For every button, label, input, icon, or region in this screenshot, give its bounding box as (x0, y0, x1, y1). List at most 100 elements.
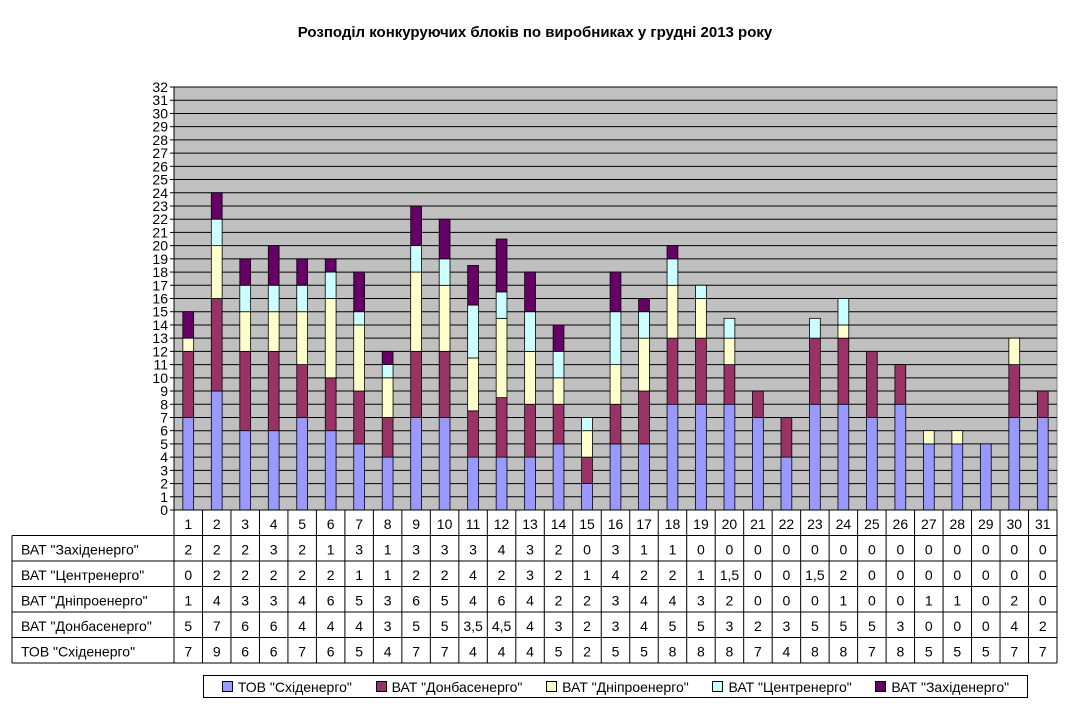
bar-segment (524, 350, 536, 405)
table-cell-value: 4 (384, 644, 392, 660)
bar-segment (495, 317, 508, 399)
bar-segment (780, 417, 793, 458)
table-cell-value: 0 (896, 567, 904, 583)
table-cell-value: 3 (355, 542, 363, 558)
bar-segment (1008, 364, 1021, 418)
table-cell-value: 5 (612, 644, 620, 660)
bar-segment (723, 403, 736, 511)
legend-swatch (875, 681, 887, 692)
table-cell-value: 3 (526, 567, 534, 583)
bar-segment (923, 430, 935, 445)
bar-segment (438, 350, 451, 418)
table-cell-value: 2 (555, 542, 563, 558)
y-tick-label: 7 (160, 409, 168, 425)
table-cell-value: 4 (526, 618, 534, 634)
table-cell-value: 4 (526, 644, 534, 660)
y-tick-label: 2 (160, 476, 168, 492)
table-cell-value: 6 (270, 644, 278, 660)
table-cell-value: 4 (498, 644, 506, 660)
y-tick-label: 5 (160, 436, 168, 452)
bar-segment (410, 245, 422, 273)
table-cell-value: 8 (896, 644, 904, 660)
table-cell-value: 1 (384, 542, 392, 558)
bar-segment (780, 456, 793, 511)
table-cell-value: 3 (526, 542, 534, 558)
table-cell-value: 5 (640, 644, 648, 660)
y-tick-label: 29 (152, 119, 168, 135)
bar-segment (410, 271, 422, 352)
y-tick-label: 16 (152, 291, 168, 307)
table-cell-value: 6 (327, 644, 335, 660)
bar-segment (210, 218, 223, 247)
table-cell-value: 3 (384, 618, 392, 634)
table-cell-value: 1 (839, 593, 847, 609)
table-cell-value: 4 (469, 567, 477, 583)
bar-segment (296, 258, 308, 286)
table-cell-value: 4 (669, 593, 677, 609)
table-cell-value: 2 (213, 542, 221, 558)
bar-segment (581, 483, 593, 511)
bar-segment (239, 258, 252, 286)
table-cell-value: 3 (612, 542, 620, 558)
table-cell-value: 0 (953, 618, 961, 634)
table-cell-value: 0 (896, 593, 904, 609)
legend-item: ТОВ "Сxiденерго" (221, 679, 352, 695)
bar-segment (666, 245, 679, 260)
y-tick-label: 25 (152, 172, 168, 188)
table-cell-value: 0 (1039, 567, 1047, 583)
table-cell-value: 0 (783, 567, 791, 583)
table-cell-value: 3,5 (463, 618, 483, 634)
y-tick-label: 12 (152, 343, 168, 359)
table-cell-value: 0 (982, 567, 990, 583)
bar-segment (296, 417, 308, 511)
table-cell-value: 4 (213, 593, 221, 609)
table-cell-value: 4 (298, 593, 306, 609)
bar-segment (381, 350, 394, 365)
bar-segment (638, 337, 650, 392)
table-cell-value: 3 (555, 618, 563, 634)
y-tick-label: 11 (153, 357, 168, 373)
table-cell-value: 2 (298, 542, 306, 558)
category-label: 4 (270, 516, 278, 532)
table-cell-value: 2 (184, 542, 192, 558)
table-cell-value: 3 (783, 618, 791, 634)
table-cell-value: 0 (726, 542, 734, 558)
bar-segment (495, 397, 508, 458)
table-cell-value: 4 (783, 644, 791, 660)
bar-segment (267, 245, 280, 286)
category-label: 18 (665, 516, 681, 532)
category-label: 12 (494, 516, 510, 532)
category-label: 5 (298, 516, 306, 532)
category-label: 16 (608, 516, 624, 532)
y-tick-label: 20 (152, 238, 168, 254)
bar-segment (1008, 417, 1021, 511)
table-cell-value: 5 (868, 618, 876, 634)
bar-segment (324, 271, 337, 299)
table-cell-value: 9 (213, 644, 221, 660)
legend-swatch (546, 681, 558, 692)
table-cell-value: 0 (953, 542, 961, 558)
table-cell-value: 0 (1039, 593, 1047, 609)
category-label: 24 (836, 516, 852, 532)
table-cell-value: 0 (925, 567, 933, 583)
table-cell-value: 5 (355, 593, 363, 609)
bar-segment (524, 403, 536, 458)
bar-segment (581, 417, 593, 432)
bar-segment (552, 377, 565, 405)
table-cell-value: 0 (896, 542, 904, 558)
table-cell-value: 2 (754, 618, 762, 634)
category-label: 29 (978, 516, 994, 532)
table-cell-value: 2 (669, 567, 677, 583)
bar-segment (609, 364, 622, 405)
table-cell-value: 0 (982, 542, 990, 558)
table-cell-value: 2 (726, 593, 734, 609)
bar-segment (467, 304, 479, 359)
table-cell-value: 0 (868, 567, 876, 583)
table-cell-value: 1,5 (720, 567, 740, 583)
category-label: 23 (807, 516, 823, 532)
table-cell-value: 7 (412, 644, 420, 660)
bar-segment (410, 205, 422, 247)
chart-title: Розподіл конкуруючих блоків по виробника… (297, 24, 773, 41)
table-cell-value: 1 (669, 542, 677, 558)
bar-segment (866, 350, 878, 418)
